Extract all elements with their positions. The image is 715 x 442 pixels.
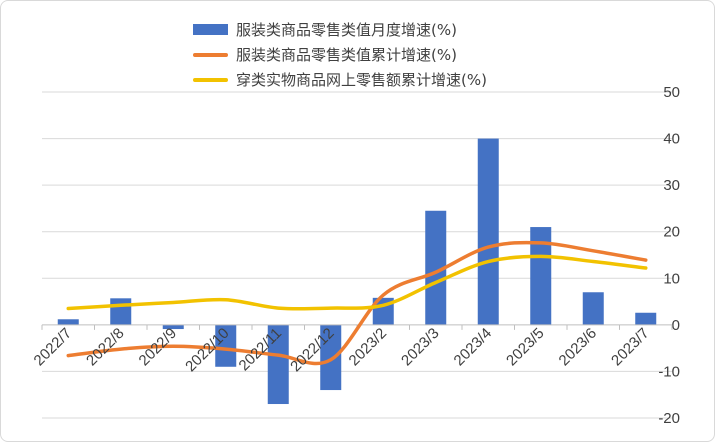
y-tick-label-7: 50 bbox=[663, 84, 680, 101]
bar-9 bbox=[530, 227, 552, 325]
x-tick-label-6: 2023/2 bbox=[346, 325, 390, 369]
bar-2 bbox=[162, 324, 184, 330]
y-tick-label-1: -10 bbox=[658, 363, 680, 380]
bar-4 bbox=[267, 324, 289, 405]
y-tick-label-0: -20 bbox=[658, 410, 680, 427]
legend-item-monthly: 服装类商品零售类值月度增速(%) bbox=[193, 17, 487, 42]
legend-swatch-monthly bbox=[193, 24, 228, 35]
x-tick-label-8: 2023/4 bbox=[451, 325, 495, 369]
legend-label-online: 穿类实物商品网上零售额累计增速(%) bbox=[236, 71, 487, 89]
legend-item-online: 穿类实物商品网上零售额累计增速(%) bbox=[193, 67, 487, 92]
legend-label-monthly: 服装类商品零售类值月度增速(%) bbox=[236, 21, 457, 39]
legend: 服装类商品零售类值月度增速(%) 服装类商品零售类值累计增速(%) 穿类实物商品… bbox=[193, 17, 487, 92]
bar-7 bbox=[425, 210, 447, 325]
bar-10 bbox=[582, 292, 604, 325]
y-tick-label-6: 40 bbox=[663, 131, 680, 148]
legend-swatch-online bbox=[193, 77, 228, 82]
x-tick-label-0: 2022/7 bbox=[31, 325, 75, 369]
bar-5 bbox=[320, 324, 342, 391]
bar-8 bbox=[477, 138, 499, 325]
legend-label-cumulative: 服装类商品零售类值累计增速(%) bbox=[236, 46, 457, 64]
legend-swatch-cumulative bbox=[193, 52, 228, 57]
x-tick-label-11: 2023/7 bbox=[608, 325, 652, 369]
bar-0 bbox=[57, 319, 79, 325]
legend-item-cumulative: 服装类商品零售类值累计增速(%) bbox=[193, 42, 487, 67]
bar-11 bbox=[635, 312, 657, 325]
line-series-1 bbox=[66, 240, 648, 366]
y-tick-label-3: 10 bbox=[663, 270, 680, 287]
x-tick-label-9: 2023/5 bbox=[503, 325, 547, 369]
y-tick-label-4: 20 bbox=[663, 224, 680, 241]
y-tick-label-2: 0 bbox=[672, 317, 680, 334]
y-tick-label-5: 30 bbox=[663, 177, 680, 194]
line-series-2 bbox=[66, 254, 648, 311]
x-tick-label-1: 2022/8 bbox=[83, 325, 127, 369]
x-tick-label-7: 2023/3 bbox=[398, 325, 442, 369]
x-tick-label-10: 2023/6 bbox=[556, 325, 600, 369]
bar-1 bbox=[110, 298, 132, 325]
bar-3 bbox=[215, 324, 237, 367]
